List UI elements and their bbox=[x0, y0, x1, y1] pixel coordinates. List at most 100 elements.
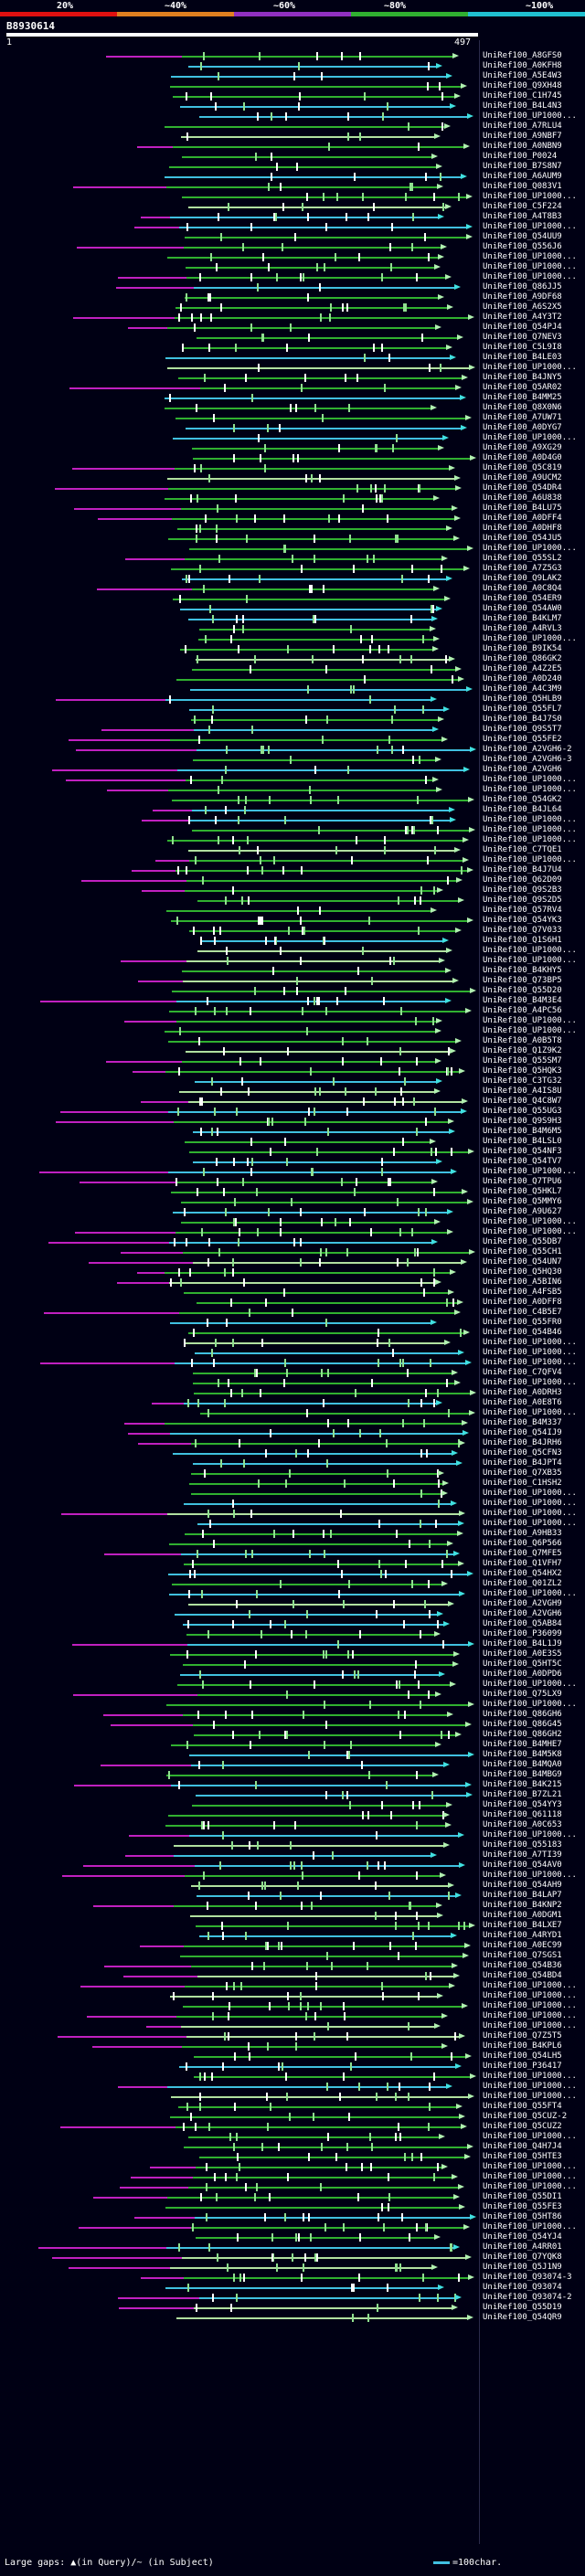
hit-label[interactable]: UniRef100_Q4H7J4 bbox=[483, 2142, 562, 2151]
hit-row[interactable]: UniRef100_A4Z2E5 bbox=[0, 664, 585, 674]
hit-label[interactable]: UniRef100_Q55SL2 bbox=[483, 554, 562, 563]
hit-label[interactable]: UniRef100_UP1000... bbox=[483, 2001, 577, 2010]
hit-label[interactable]: UniRef100_UP1000... bbox=[483, 2021, 577, 2030]
hit-label[interactable]: UniRef100_UP1000... bbox=[483, 544, 577, 553]
hit-label[interactable]: UniRef100_A8GFS0 bbox=[483, 51, 562, 60]
hit-label[interactable]: UniRef100_C5F224 bbox=[483, 202, 562, 211]
hit-row[interactable]: UniRef100_Q6P566 bbox=[0, 1539, 585, 1549]
hit-label[interactable]: UniRef100_UP1000... bbox=[483, 1167, 577, 1176]
hit-label[interactable]: UniRef100_A7UW71 bbox=[483, 413, 562, 422]
hit-row[interactable]: UniRef100_Q54LH5 bbox=[0, 2051, 585, 2062]
hit-row[interactable]: UniRef100_Q54BD4 bbox=[0, 1971, 585, 1981]
hit-label[interactable]: UniRef100_Q5HT5C bbox=[483, 1659, 562, 1669]
hit-label[interactable]: UniRef100_Q5AB84 bbox=[483, 1619, 562, 1628]
hit-label[interactable]: UniRef100_B4J7S0 bbox=[483, 715, 562, 724]
hit-label[interactable]: UniRef100_UP1000... bbox=[483, 2092, 577, 2101]
hit-row[interactable]: UniRef100_UP1000... bbox=[0, 815, 585, 825]
hit-label[interactable]: UniRef100_Q86GH2 bbox=[483, 1730, 562, 1739]
hit-label[interactable]: UniRef100_C7TQE1 bbox=[483, 845, 562, 854]
hit-label[interactable]: UniRef100_Q54AH9 bbox=[483, 1881, 562, 1890]
hit-label[interactable]: UniRef100_UP1000... bbox=[483, 2222, 577, 2231]
hit-row[interactable]: UniRef100_UP1000... bbox=[0, 1871, 585, 1881]
hit-label[interactable]: UniRef100_Q01ZL2 bbox=[483, 1579, 562, 1588]
hit-label[interactable]: UniRef100_UP1000... bbox=[483, 946, 577, 955]
hit-row[interactable]: UniRef100_Q7TPU6 bbox=[0, 1177, 585, 1187]
hit-label[interactable]: UniRef100_Q75LX9 bbox=[483, 1690, 562, 1699]
hit-label[interactable]: UniRef100_A2VGH6 bbox=[483, 765, 562, 774]
hit-row[interactable]: UniRef100_UP1000... bbox=[0, 363, 585, 373]
hit-row[interactable]: UniRef100_A0DHF8 bbox=[0, 524, 585, 534]
hit-row[interactable]: UniRef100_UP1000... bbox=[0, 1378, 585, 1388]
hit-row[interactable]: UniRef100_A4RYD1 bbox=[0, 1931, 585, 1941]
hit-row[interactable]: UniRef100_UP1000... bbox=[0, 1509, 585, 1519]
hit-row[interactable]: UniRef100_A2VGH6 bbox=[0, 1609, 585, 1619]
hit-row[interactable]: UniRef100_UP1000... bbox=[0, 1026, 585, 1036]
hit-label[interactable]: UniRef100_A0D240 bbox=[483, 674, 562, 684]
hit-row[interactable]: UniRef100_Q9S9H3 bbox=[0, 1117, 585, 1127]
hit-row[interactable]: UniRef100_UP1000... bbox=[0, 1348, 585, 1358]
hit-row[interactable]: UniRef100_Q54DR4 bbox=[0, 483, 585, 493]
hit-row[interactable]: UniRef100_Q5AB84 bbox=[0, 1619, 585, 1629]
hit-label[interactable]: UniRef100_A0B5T8 bbox=[483, 1036, 562, 1045]
hit-row[interactable]: UniRef100_B4M3E4 bbox=[0, 996, 585, 1006]
hit-row[interactable]: UniRef100_Q54B36 bbox=[0, 1961, 585, 1971]
hit-label[interactable]: UniRef100_B4J7U4 bbox=[483, 865, 562, 875]
hit-label[interactable]: UniRef100_UP1000... bbox=[483, 252, 577, 261]
hit-label[interactable]: UniRef100_C1HSH2 bbox=[483, 1479, 562, 1488]
hit-row[interactable]: UniRef100_A9HB33 bbox=[0, 1529, 585, 1539]
hit-row[interactable]: UniRef100_A4PC56 bbox=[0, 1006, 585, 1016]
hit-label[interactable]: UniRef100_A7Z5G3 bbox=[483, 564, 562, 573]
hit-row[interactable]: UniRef100_UP1000... bbox=[0, 2182, 585, 2192]
hit-row[interactable]: UniRef100_Q1VFH7 bbox=[0, 1559, 585, 1569]
hit-label[interactable]: UniRef100_Q55UG3 bbox=[483, 1107, 562, 1116]
hit-label[interactable]: UniRef100_Q54B46 bbox=[483, 1328, 562, 1337]
hit-label[interactable]: UniRef100_A4PC56 bbox=[483, 1006, 562, 1015]
hit-row[interactable]: UniRef100_UP1000... bbox=[0, 544, 585, 554]
hit-label[interactable]: UniRef100_UP1000... bbox=[483, 2011, 577, 2020]
hit-row[interactable]: UniRef100_Q54YJ4 bbox=[0, 2232, 585, 2242]
hit-row[interactable]: UniRef100_Q54UU9 bbox=[0, 232, 585, 242]
hit-label[interactable]: UniRef100_A4Y3T2 bbox=[483, 313, 562, 322]
hit-label[interactable]: UniRef100_Q55FE2 bbox=[483, 735, 562, 744]
hit-label[interactable]: UniRef100_Q93074 bbox=[483, 2283, 562, 2292]
hit-label[interactable]: UniRef100_A7TI39 bbox=[483, 1850, 562, 1860]
hit-label[interactable]: UniRef100_A0C653 bbox=[483, 1820, 562, 1829]
hit-row[interactable]: UniRef100_A2VGH6-2 bbox=[0, 745, 585, 755]
hit-label[interactable]: UniRef100_UP1000... bbox=[483, 1499, 577, 1508]
hit-row[interactable]: UniRef100_UP1000... bbox=[0, 1519, 585, 1529]
hit-label[interactable]: UniRef100_Q5HLB9 bbox=[483, 694, 562, 704]
hit-row[interactable]: UniRef100_A4T8B3 bbox=[0, 212, 585, 222]
hit-row[interactable]: UniRef100_Q7V033 bbox=[0, 926, 585, 936]
hit-row[interactable]: UniRef100_Q5C819 bbox=[0, 463, 585, 473]
hit-label[interactable]: UniRef100_Q73BP5 bbox=[483, 976, 562, 985]
hit-label[interactable]: UniRef100_Q54IJ9 bbox=[483, 1428, 562, 1437]
hit-label[interactable]: UniRef100_Q1S6H1 bbox=[483, 936, 562, 945]
hit-row[interactable]: UniRef100_UP1000... bbox=[0, 1680, 585, 1690]
hit-row[interactable]: UniRef100_UP1000... bbox=[0, 1016, 585, 1026]
hit-label[interactable]: UniRef100_Q93074-2 bbox=[483, 2293, 572, 2302]
hit-row[interactable]: UniRef100_A4RR01 bbox=[0, 2242, 585, 2253]
hit-label[interactable]: UniRef100_A9HB33 bbox=[483, 1529, 562, 1538]
hit-row[interactable]: UniRef100_A7UW71 bbox=[0, 413, 585, 423]
hit-row[interactable]: UniRef100_Q54ER9 bbox=[0, 594, 585, 604]
hit-label[interactable]: UniRef100_UP1000... bbox=[483, 825, 577, 834]
hit-row[interactable]: UniRef100_Q61118 bbox=[0, 1810, 585, 1820]
hit-row[interactable]: UniRef100_Q55FL7 bbox=[0, 705, 585, 715]
hit-row[interactable]: UniRef100_Q54GK2 bbox=[0, 795, 585, 805]
hit-label[interactable]: UniRef100_Q55D20 bbox=[483, 986, 562, 995]
hit-label[interactable]: UniRef100_UP1000... bbox=[483, 1408, 577, 1417]
hit-label[interactable]: UniRef100_Q86GH6 bbox=[483, 1710, 562, 1719]
hit-label[interactable]: UniRef100_Q8X0N6 bbox=[483, 403, 562, 412]
hit-label[interactable]: UniRef100_A9U627 bbox=[483, 1207, 562, 1216]
hit-label[interactable]: UniRef100_A4Z2E5 bbox=[483, 664, 562, 673]
hit-row[interactable]: UniRef100_Q54AV0 bbox=[0, 1860, 585, 1871]
hit-label[interactable]: UniRef100_UP1000... bbox=[483, 1016, 577, 1025]
hit-row[interactable]: UniRef100_B4JL64 bbox=[0, 805, 585, 815]
hit-row[interactable]: UniRef100_B4LE03 bbox=[0, 353, 585, 363]
hit-row[interactable]: UniRef100_B4JNY5 bbox=[0, 373, 585, 383]
hit-row[interactable]: UniRef100_Q54AH9 bbox=[0, 1881, 585, 1891]
hit-row[interactable]: UniRef100_Q9S2B3 bbox=[0, 885, 585, 896]
hit-row[interactable]: UniRef100_Q9LAK2 bbox=[0, 574, 585, 584]
hit-row[interactable]: UniRef100_Q86GH6 bbox=[0, 1710, 585, 1720]
hit-row[interactable]: UniRef100_Q86GH2 bbox=[0, 1730, 585, 1740]
